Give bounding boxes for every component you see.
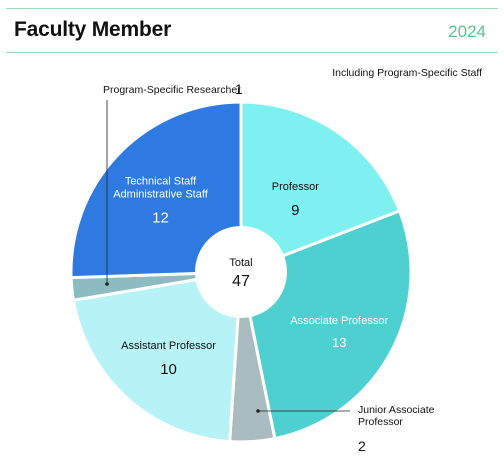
slice-value-professor: 9 [291, 202, 299, 219]
slice-value-program-specific-researcher: 1 [235, 81, 243, 97]
pie-slice-technical-staff-administrative-staff [69, 100, 243, 280]
center-total: Total 47 [195, 226, 287, 318]
total-label: Total [229, 257, 252, 269]
slice-label-program-specific-researcher: Program-Specific Researcher [103, 84, 241, 96]
slice-value-technical-staff-administrative-staff: 12 [152, 210, 169, 227]
year-label: 2024 [448, 22, 486, 41]
total-value: 47 [232, 273, 250, 290]
slice-value-associate-professor: 13 [332, 335, 346, 350]
page-title: Faculty Member [14, 18, 172, 41]
slice-value-assistant-professor: 10 [160, 361, 177, 378]
leader-dot-program-specific-researcher [105, 282, 109, 286]
pie-labels: Professor 9 Associate Professor 13 Junior As… [103, 81, 435, 454]
pie-slice-professor [239, 100, 402, 274]
slice-label-junior-associate-professor: Junior Associate [358, 404, 435, 416]
slice-value-junior-associate-professor: 2 [358, 438, 366, 454]
pie-slices [69, 100, 413, 444]
slice-label-associate-professor: Associate Professor [290, 315, 388, 327]
slice-label-junior-associate-professor: Professor [358, 416, 403, 428]
header-rule-top [6, 8, 498, 9]
leader-dot-junior-associate-professor [256, 409, 260, 413]
chart-note: Including Program-Specific Staff [332, 67, 482, 79]
header-rule-bottom [6, 52, 498, 53]
slice-label-technical-staff-administrative-staff: Technical Staff [125, 176, 197, 188]
slice-label-technical-staff-administrative-staff: Administrative Staff [113, 189, 209, 201]
center-circle [195, 226, 287, 318]
slice-label-professor: Professor [272, 181, 319, 193]
pie-slice-assistant-professor [71, 270, 243, 444]
slice-label-assistant-professor: Assistant Professor [121, 340, 216, 352]
